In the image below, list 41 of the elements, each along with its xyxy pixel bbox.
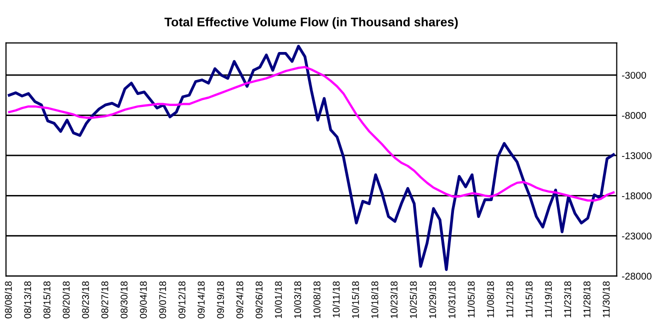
line-series xyxy=(8,44,615,272)
x-tick-label: 11/15/18 xyxy=(525,281,533,318)
x-tick-label: 11/05/18 xyxy=(468,281,475,318)
x-tick-label: 11/30/18 xyxy=(602,281,610,318)
x-tick-label: 09/19/18 xyxy=(216,281,224,318)
y-tick-label: -13000 xyxy=(622,152,652,160)
x-tick-label: 10/08/18 xyxy=(313,281,320,318)
x-tick-label: 11/08/18 xyxy=(486,281,494,318)
x-tick-label: 10/23/18 xyxy=(390,281,398,318)
x-tick-label: 11/28/18 xyxy=(583,281,590,318)
line-series xyxy=(8,66,615,202)
x-tick-label: 08/15/18 xyxy=(43,281,50,318)
x-tick-label: 10/11/18 xyxy=(332,281,340,318)
x-tick-label: 09/14/18 xyxy=(198,281,205,318)
y-tick-label: -3000 xyxy=(622,72,646,79)
x-tick-label: 11/19/18 xyxy=(544,281,552,318)
y-tick-label: -18000 xyxy=(622,192,652,200)
x-tick-label: 11/12/18 xyxy=(506,281,514,318)
x-tick-label: 09/12/18 xyxy=(178,281,186,318)
y-tick-label: -23000 xyxy=(622,232,652,240)
y-tick-label: -28000 xyxy=(622,272,652,280)
x-tick-label: 11/23/18 xyxy=(564,281,572,318)
x-tick-label: 09/26/18 xyxy=(255,281,263,318)
x-tick-label: 09/04/18 xyxy=(140,281,147,318)
x-tick-label: 10/15/18 xyxy=(352,281,359,318)
x-tick-label: 10/01/18 xyxy=(274,281,282,318)
y-tick-label: -8000 xyxy=(622,112,646,119)
x-tick-label: 10/29/18 xyxy=(428,281,436,318)
x-tick-label: 10/25/18 xyxy=(410,281,417,318)
x-tick-label: 09/07/18 xyxy=(158,281,166,318)
x-tick-label: 10/31/18 xyxy=(448,281,456,318)
x-tick-label: 08/13/18 xyxy=(24,281,32,318)
x-tick-label: 08/20/18 xyxy=(62,281,70,318)
x-tick-label: 10/03/18 xyxy=(294,281,302,318)
chart-title: Total Effective Volume Flow (in Thousand shares) xyxy=(164,17,458,29)
x-tick-label: 08/27/18 xyxy=(101,281,108,318)
x-tick-label: 08/08/18 xyxy=(4,281,12,318)
x-tick-label: 08/30/18 xyxy=(120,281,128,318)
x-tick-label: 10/18/18 xyxy=(371,281,378,318)
x-tick-label: 09/24/18 xyxy=(236,281,244,318)
x-tick-label: 08/23/18 xyxy=(82,281,89,318)
